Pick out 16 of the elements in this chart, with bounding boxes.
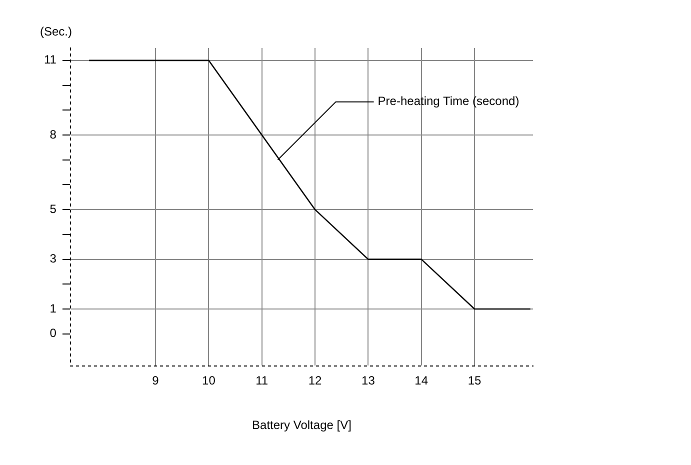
y-tick-label: 1: [50, 301, 57, 316]
x-tick-label: 14: [414, 374, 428, 388]
x-axis-title: Battery Voltage [V]: [252, 418, 352, 432]
x-tick-label: 9: [152, 374, 160, 388]
x-tick-label: 12: [308, 374, 322, 388]
x-tick-label: 15: [468, 374, 482, 388]
x-tick-label: 10: [202, 374, 216, 388]
x-tick-label: 11: [256, 374, 268, 388]
y-tick-label: 8: [50, 127, 57, 142]
annotation: Pre-heating Time (second): [378, 94, 520, 108]
y-tick-label: 0: [50, 326, 57, 340]
y-tick-label: 5: [50, 202, 57, 216]
y-tick-label: 11: [44, 52, 57, 67]
y-tick-label: 3: [50, 252, 57, 266]
y-axis-title: (Sec.): [40, 24, 72, 38]
x-tick-label: 13: [362, 374, 376, 388]
